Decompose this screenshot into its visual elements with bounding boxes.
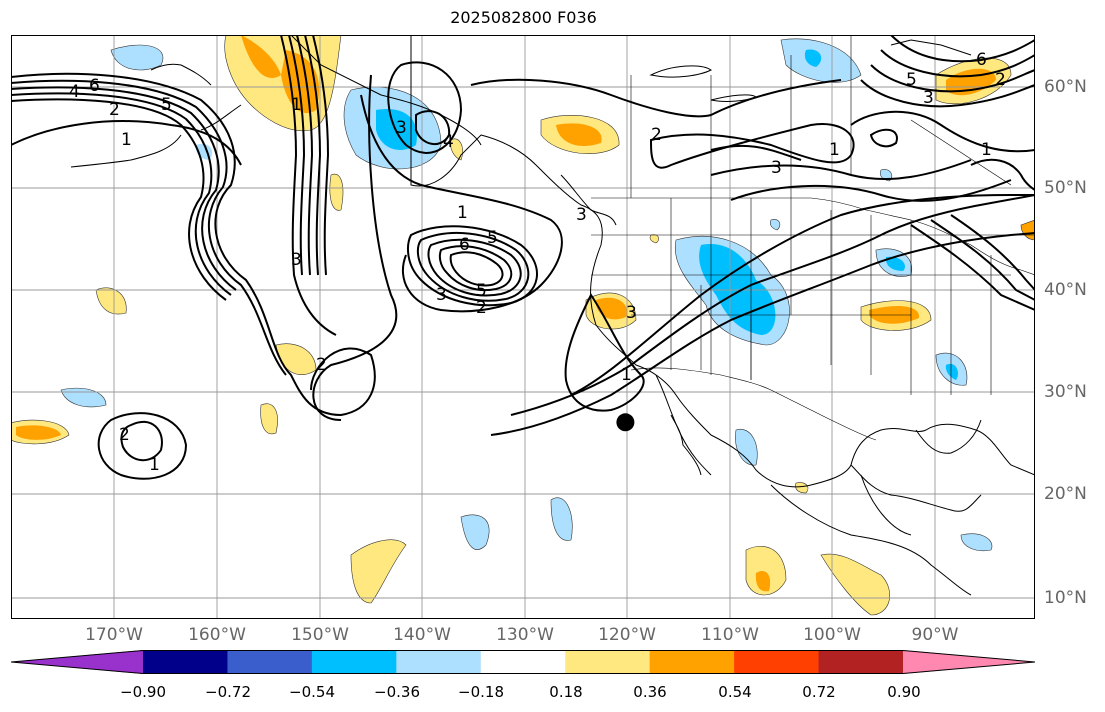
contour-label: 1 [291,95,302,115]
colorbar-segment [565,650,651,674]
latitude-label: 40°N [1044,280,1087,300]
longitude-label: 150°W [291,625,349,645]
colorbar-segment [227,650,313,674]
colorbar-extend-high [903,650,1035,674]
latitude-label: 20°N [1044,484,1087,504]
contour-label: 5 [487,228,498,248]
colorbar-tick-label: −0.54 [289,683,335,701]
colorbar-tick-label: 0.18 [549,683,583,701]
latitude-label: 60°N [1044,77,1087,97]
colorbar-tick-label: 0.72 [802,683,836,701]
colorbar [11,650,1035,674]
colorbar-tick-label: −0.72 [205,683,251,701]
contour-label: 3 [771,158,782,178]
contour-label: 2 [109,100,120,120]
colorbar-segment [143,650,228,674]
contour-label: 3 [923,88,934,108]
contour-label: 1 [621,365,632,385]
point-marker [616,413,635,432]
contour-label: 2 [316,355,327,375]
contour-label: 3 [396,118,407,138]
contour-label: 5 [906,70,917,90]
colorbar-segment [818,650,904,674]
latitude-label: 50°N [1044,178,1087,198]
contour-label: 2 [476,298,487,318]
coastlines [70,35,1035,596]
colorbar-segment [311,650,397,674]
contour-label: 6 [89,76,100,96]
colorbar-extend-low [11,650,143,674]
colorbar-segment [396,650,482,674]
contour-label: 1 [981,140,992,160]
negative-anomaly-shading [60,38,993,552]
longitude-label: 170°W [85,625,143,645]
contour-label: 1 [149,455,160,475]
contour-label-group: 6 4 2 5 3 2 3 2 1 3 4 5 6 1 2 3 5 1 2 1 … [69,50,1006,475]
colorbar-tick-label: 0.90 [887,683,921,701]
contour-label: 2 [995,70,1006,90]
longitude-label: 160°W [188,625,246,645]
longitude-label: 140°W [393,625,451,645]
colorbar-tick-label: 0.36 [633,683,667,701]
colorbar-outline [11,650,1035,674]
contour-lines [11,35,1035,480]
contour-label: 2 [119,425,130,445]
longitude-label: 110°W [701,625,759,645]
latitude-label: 10°N [1044,588,1087,608]
contour-label: 1 [457,203,468,223]
colorbar-tick-label: −0.36 [374,683,420,701]
colorbar-segment [734,650,820,674]
contour-label: 6 [976,50,987,70]
colorbar-tick-label: −0.18 [458,683,504,701]
contour-label: 4 [69,82,80,102]
longitude-label: 130°W [496,625,554,645]
contour-label: 3 [626,303,637,323]
contour-label: 6 [459,235,470,255]
colorbar-segment [480,650,566,674]
map-title: 2025082800 F036 [450,8,597,27]
colorbar-segment [649,650,735,674]
longitude-label: 100°W [803,625,861,645]
contour-label: 4 [443,132,454,152]
map-panel: 6 4 2 5 3 2 3 2 1 3 4 5 6 1 2 3 5 1 2 1 … [11,35,1035,619]
colorbar-tick-label: 0.54 [718,683,752,701]
contour-label: 5 [161,95,172,115]
contour-label: 3 [576,205,587,225]
contour-label: 2 [651,125,662,145]
contour-label: 3 [436,285,447,305]
positive-anomaly-shading [11,35,1035,616]
contour-label: 1 [829,140,840,160]
longitude-label: 120°W [598,625,656,645]
colorbar-tick-label: −0.90 [120,683,166,701]
longitude-label: 90°W [911,625,959,645]
contour-label: 3 [291,250,302,270]
contour-label: 5 [476,281,487,301]
latitude-label: 30°N [1044,382,1087,402]
contour-label: 1 [121,130,132,150]
